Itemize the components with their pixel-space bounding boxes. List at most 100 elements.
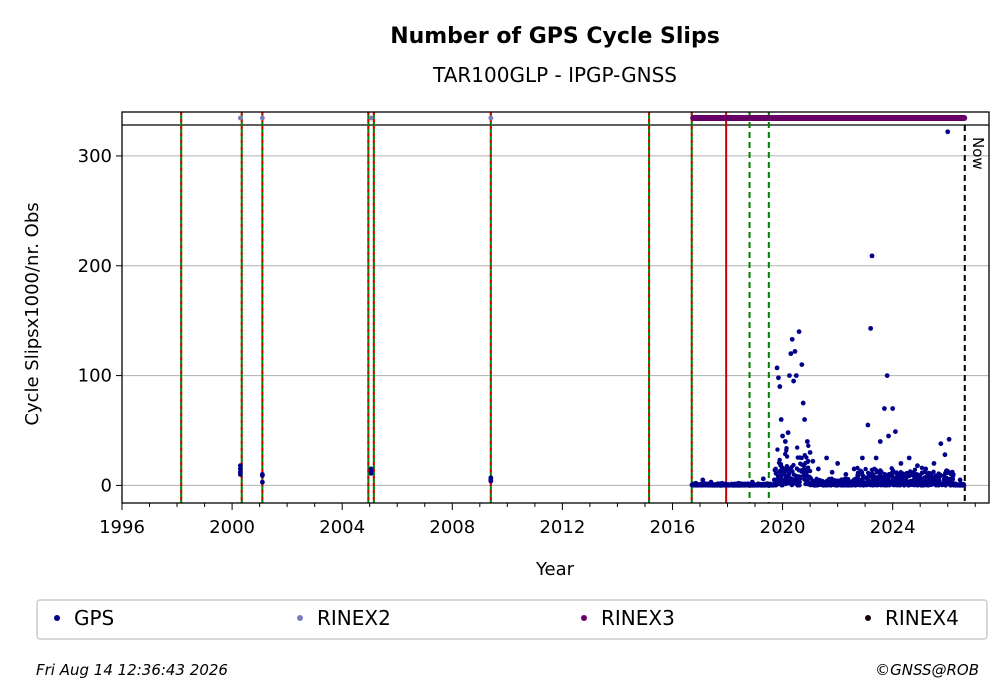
legend-marker-rinex4 — [865, 615, 871, 621]
gps-point — [791, 378, 796, 384]
gps-point — [782, 451, 788, 457]
gps-point — [791, 462, 796, 468]
gps-point — [933, 473, 938, 478]
gps-point — [779, 465, 785, 470]
gps-point — [899, 481, 904, 486]
gps-point — [772, 467, 778, 472]
gps-point — [824, 455, 830, 461]
gps-point — [931, 478, 937, 484]
gps-point — [895, 475, 901, 481]
legend-marker-gps — [54, 615, 60, 621]
gps-point — [792, 349, 798, 354]
gps-point — [812, 479, 818, 485]
gps-point — [759, 483, 765, 488]
gps-point — [898, 461, 904, 466]
gps-point — [778, 417, 784, 422]
gps-point — [700, 477, 706, 483]
gps-point — [889, 471, 894, 477]
gps-point — [868, 474, 874, 479]
x-tick-label: 2000 — [209, 517, 255, 538]
gps-point — [807, 450, 813, 455]
x-tick-label: 1996 — [99, 517, 145, 538]
gps-point — [843, 472, 849, 477]
gps-point — [787, 373, 792, 378]
rinex2-point — [368, 115, 374, 121]
y-tick-label: 0 — [101, 475, 112, 496]
rinex2-point — [259, 115, 265, 121]
gps-point — [791, 472, 796, 477]
gps-point — [834, 483, 840, 488]
gps-point — [869, 253, 875, 259]
gps-point — [805, 465, 811, 470]
gps-point — [855, 465, 860, 471]
y-tick-label: 300 — [78, 146, 112, 167]
footer-timestamp: Fri Aug 14 12:36:43 2026 — [36, 661, 228, 679]
now-label: Now — [969, 137, 987, 170]
gps-point — [488, 478, 494, 484]
gps-point — [865, 470, 871, 476]
gps-point — [890, 406, 896, 411]
legend-marker-rinex2 — [297, 615, 303, 621]
x-tick-label: 2020 — [760, 517, 806, 538]
gps-point — [794, 481, 799, 487]
gps-point — [882, 406, 887, 411]
x-tick-label: 2004 — [319, 517, 365, 538]
gps-point — [845, 477, 851, 483]
gps-point — [926, 482, 932, 488]
gps-point — [868, 325, 874, 331]
legend-frame — [36, 599, 988, 640]
gps-point — [785, 473, 791, 479]
gps-point — [915, 463, 920, 469]
gps-point — [782, 439, 788, 444]
gps-point — [859, 455, 865, 461]
gps-point — [936, 476, 942, 482]
legend-marker-rinex3 — [581, 615, 587, 621]
gps-point — [860, 473, 865, 478]
x-axis-label: Year — [535, 559, 575, 580]
gps-point — [835, 461, 841, 466]
gps-point — [922, 482, 928, 488]
y-tick-label: 200 — [78, 256, 112, 277]
gps-point — [842, 476, 847, 482]
gps-point — [802, 469, 807, 475]
legend-label-rinex4: RINEX4 — [885, 606, 959, 630]
gps-point — [886, 433, 891, 439]
gps-point — [884, 373, 890, 378]
y-axis-label: Cycle Slipsx1000/nr. Obs — [22, 202, 43, 425]
gps-point — [803, 473, 808, 478]
gps-point — [706, 482, 712, 487]
gps-point — [259, 473, 265, 478]
gps-point — [776, 460, 782, 465]
gps-point — [796, 329, 802, 335]
gps-point — [911, 470, 916, 476]
gps-point — [893, 429, 898, 435]
gps-point — [950, 469, 955, 475]
gps-point — [799, 455, 804, 461]
gps-point — [793, 373, 799, 378]
rinex2-point — [237, 115, 243, 121]
legend: GPS RINEX2 RINEX3 RINEX4 — [36, 599, 988, 640]
gps-point — [237, 463, 243, 469]
gps-point — [815, 466, 821, 472]
gps-point — [914, 482, 920, 488]
gps-point — [916, 477, 922, 482]
gps-point — [690, 482, 696, 488]
gps-point — [869, 467, 875, 473]
gps-point — [872, 475, 877, 480]
gps-point — [901, 476, 906, 481]
gps-point — [800, 400, 806, 406]
gps-point — [863, 466, 868, 472]
gps-point — [760, 476, 766, 482]
gps-point — [799, 362, 805, 368]
gps-point — [909, 481, 914, 486]
gps-point — [906, 455, 912, 461]
gps-point — [778, 468, 783, 473]
gps-point — [856, 472, 861, 478]
chart-subtitle: TAR100GLP - IPGP-GNSS — [432, 63, 677, 87]
gps-point — [889, 466, 894, 471]
gps-point — [785, 430, 791, 436]
gps-point — [795, 455, 800, 460]
gps-point — [788, 351, 794, 357]
gps-point — [873, 455, 879, 461]
gps-point — [855, 478, 860, 483]
